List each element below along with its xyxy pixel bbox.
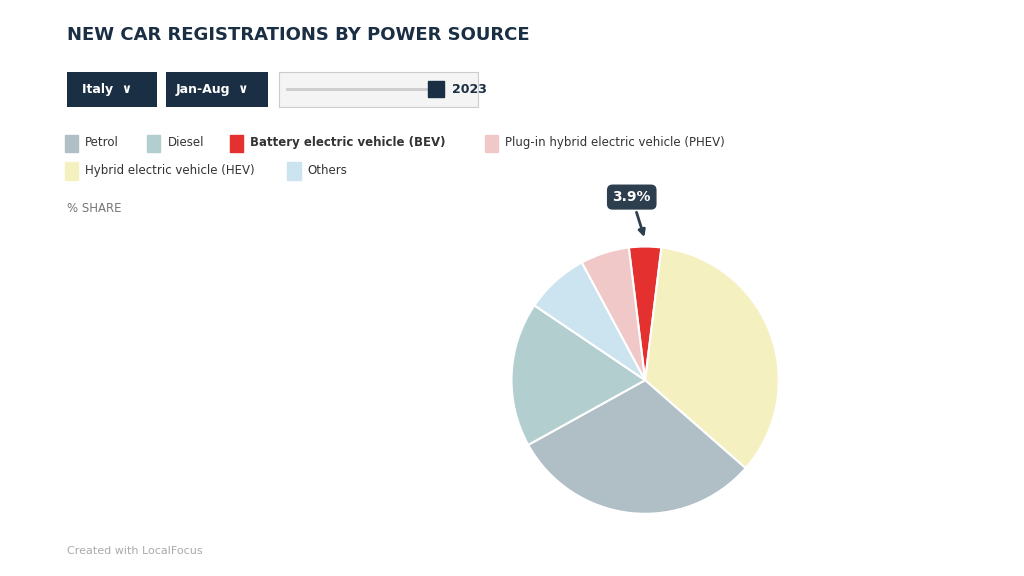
Text: NEW CAR REGISTRATIONS BY POWER SOURCE: NEW CAR REGISTRATIONS BY POWER SOURCE (67, 26, 529, 44)
Text: Hybrid electric vehicle (HEV): Hybrid electric vehicle (HEV) (85, 164, 255, 177)
Wedge shape (629, 247, 662, 380)
Wedge shape (645, 248, 778, 468)
Wedge shape (582, 248, 645, 380)
Text: Jan-Aug  ∨: Jan-Aug ∨ (175, 83, 249, 96)
Text: Battery electric vehicle (BEV): Battery electric vehicle (BEV) (250, 137, 445, 149)
Wedge shape (512, 305, 645, 445)
Text: Others: Others (308, 164, 347, 177)
Wedge shape (535, 263, 645, 380)
Text: Diesel: Diesel (168, 137, 204, 149)
Text: Plug-in hybrid electric vehicle (PHEV): Plug-in hybrid electric vehicle (PHEV) (505, 137, 725, 149)
Text: Petrol: Petrol (85, 137, 119, 149)
Text: Italy  ∨: Italy ∨ (82, 83, 132, 96)
Text: 3.9%: 3.9% (612, 190, 651, 234)
Text: 2023: 2023 (453, 83, 487, 96)
Wedge shape (528, 380, 745, 514)
Text: % SHARE: % SHARE (67, 202, 121, 215)
Text: Created with LocalFocus: Created with LocalFocus (67, 546, 202, 556)
